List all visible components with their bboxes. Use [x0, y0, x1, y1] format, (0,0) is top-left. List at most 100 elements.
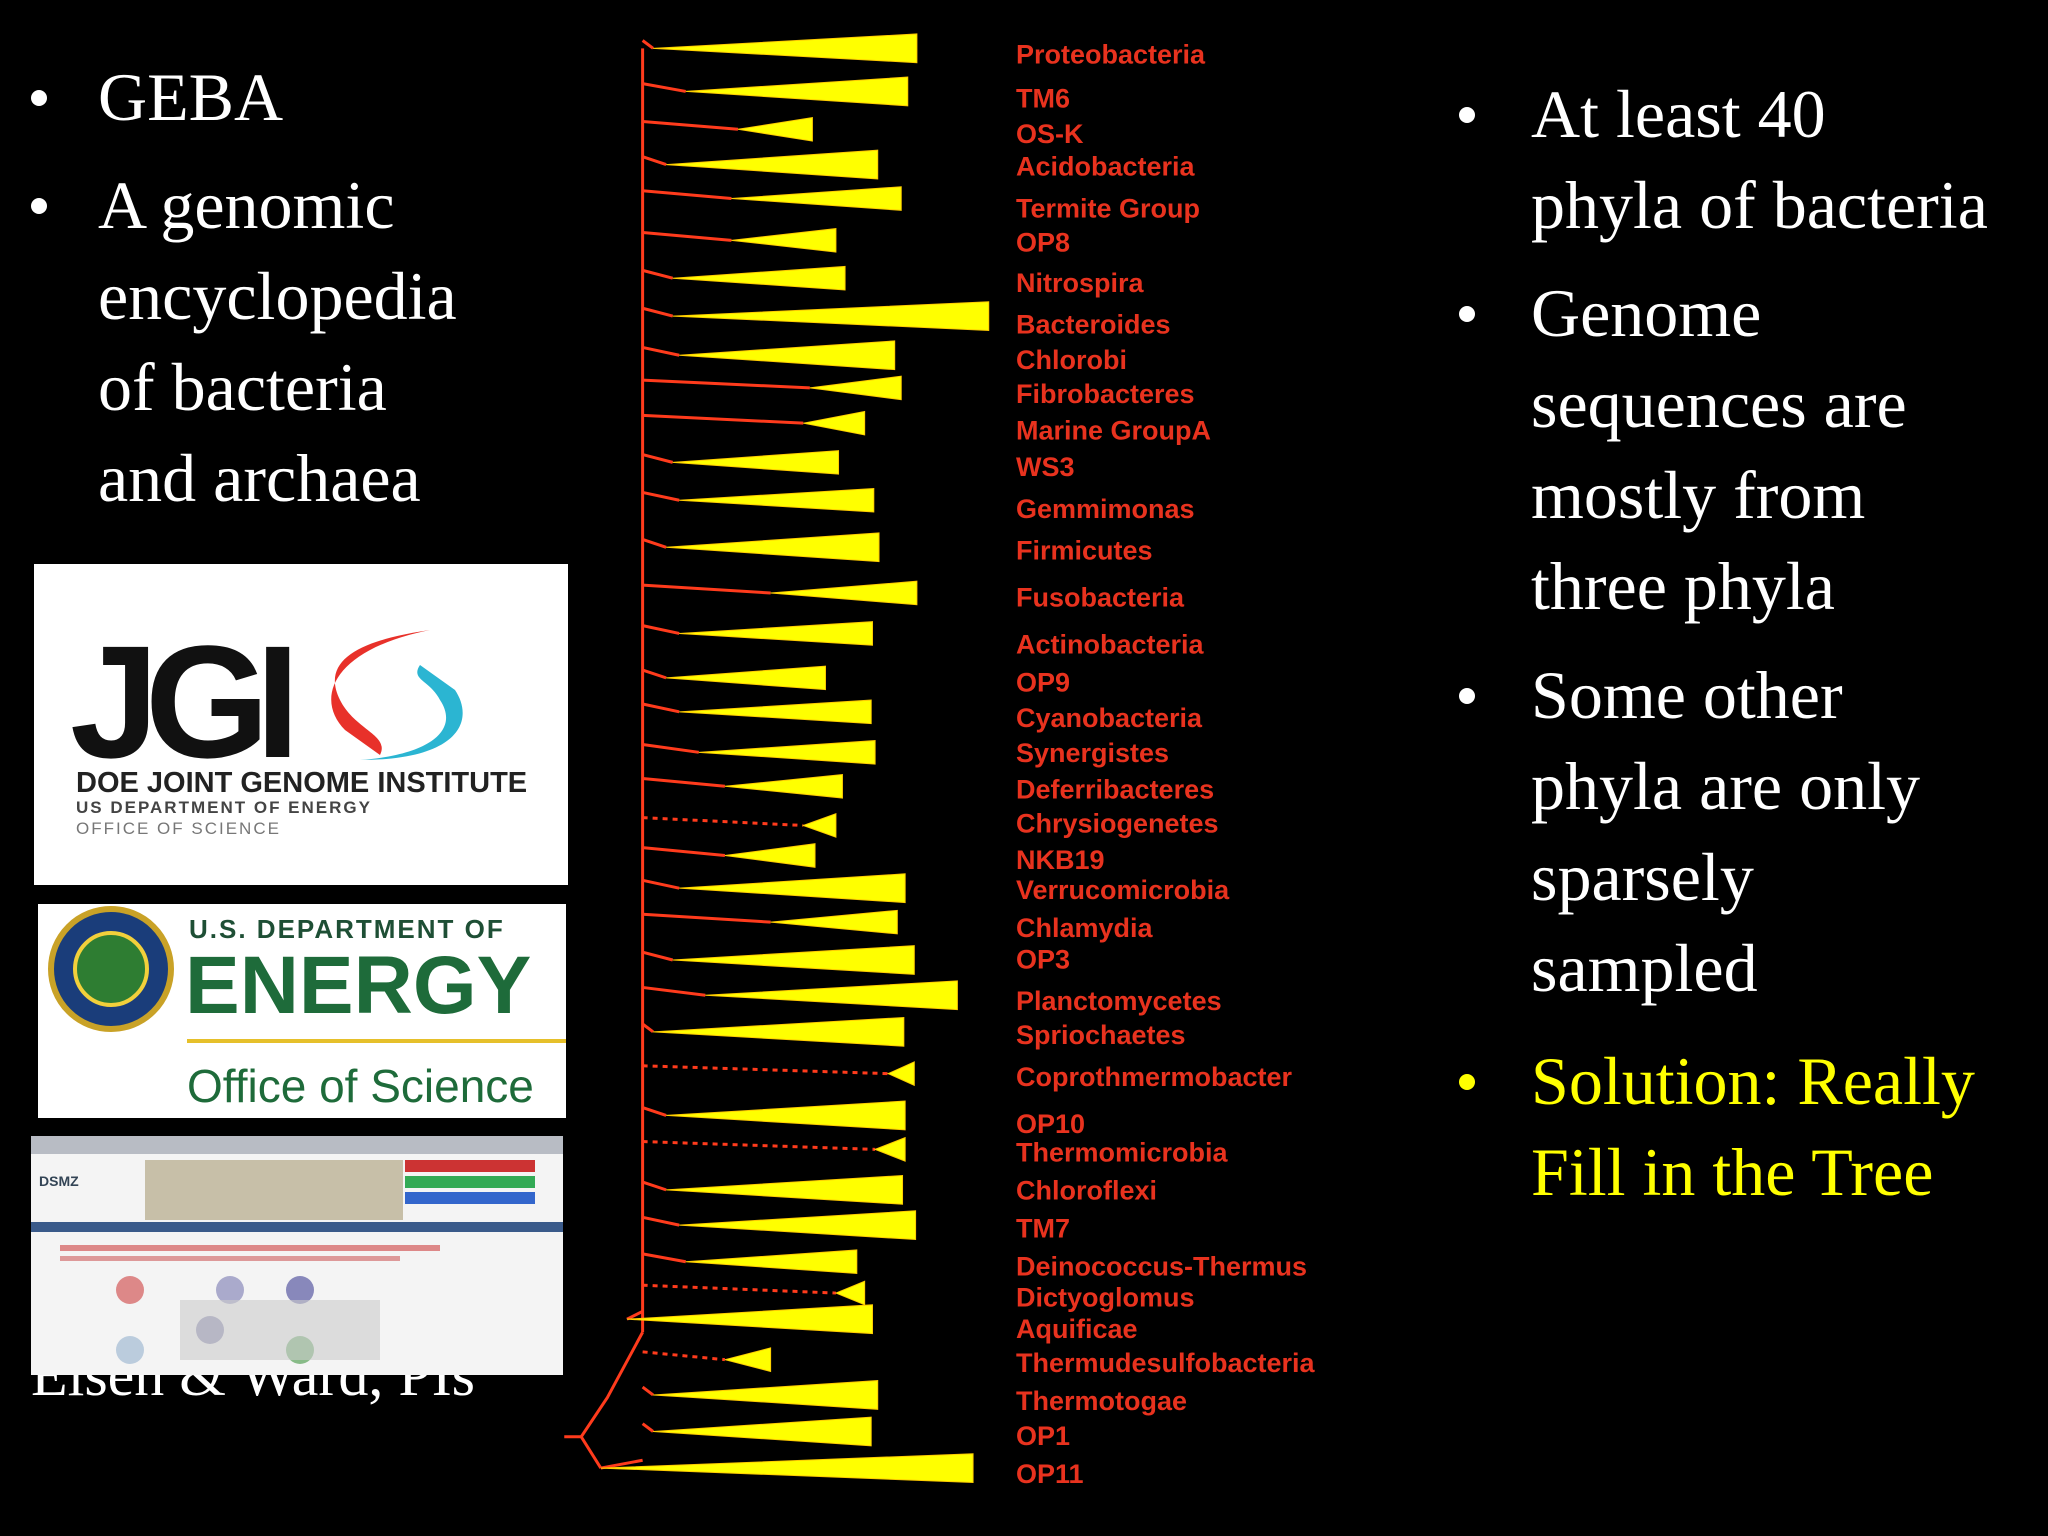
tree-branch: [642, 189, 732, 201]
bar: [405, 1176, 535, 1188]
tree-branch: [642, 743, 699, 754]
phylum-label: WS3: [1016, 452, 1075, 482]
tree-branch: [642, 345, 680, 357]
clade-wedge: [672, 301, 990, 331]
tree-branch: [642, 776, 726, 788]
clade-wedge: [698, 740, 876, 765]
banner: [145, 1160, 403, 1220]
tree-branch: [642, 268, 674, 280]
nav: [31, 1222, 563, 1232]
tree-root: [564, 1331, 644, 1469]
tree-branch: [642, 453, 674, 464]
heading: [60, 1256, 400, 1261]
clade-wedge: [672, 450, 840, 475]
phylum-label: TM6: [1016, 84, 1070, 114]
right-bullet-line: Solution: Really: [1531, 1043, 1975, 1119]
clade-wedge: [679, 487, 875, 513]
phylum-label: OP8: [1016, 227, 1070, 257]
phylum-label: Thermotogae: [1016, 1386, 1187, 1416]
heading: [60, 1245, 440, 1251]
phylum-label: Fibrobacteres: [1016, 379, 1195, 409]
tree-branch: [642, 878, 680, 890]
right-bullet-line: phyla of bacteria: [1531, 167, 1988, 243]
phylum-label: Planctomycetes: [1016, 986, 1222, 1016]
dsmz-mark: DSMZ: [39, 1173, 79, 1189]
clade-wedge: [679, 1210, 917, 1241]
left-bullet-line: and archaea: [98, 440, 421, 516]
tree-branch: [642, 816, 804, 827]
right-bullet-line: phyla are only: [1531, 748, 1920, 824]
phylum-label: Marine GroupA: [1016, 415, 1211, 445]
clade-wedge: [731, 186, 902, 211]
toolbar: [31, 1136, 563, 1154]
clade-wedge: [679, 699, 872, 725]
clade-wedge: [653, 1380, 879, 1410]
left-bullet-line: A genomic: [98, 167, 395, 243]
tree-branch: [642, 378, 810, 390]
doe-bottom: Office of Science: [187, 1060, 534, 1112]
clade-wedge: [834, 1280, 866, 1306]
left-bullet-line: of bacteria: [98, 349, 387, 425]
tree-branch: [642, 1140, 876, 1151]
tree-branch: [642, 306, 674, 318]
tree-branch: [600, 1458, 643, 1470]
clade-wedge: [724, 773, 843, 799]
tree-branch: [641, 39, 654, 50]
jgi-line3: OFFICE OF SCIENCE: [76, 819, 281, 838]
phylum-label: OP10: [1016, 1109, 1085, 1139]
left-bullet-line: encyclopedia: [98, 258, 457, 334]
dsmz-screenshot: DSMZ: [31, 1136, 563, 1375]
clade-wedge: [666, 1100, 906, 1131]
phylum-label: Chloroflexi: [1016, 1176, 1157, 1206]
phylum-label: Chlorobi: [1016, 345, 1127, 375]
phylum-label: Bacteroides: [1016, 310, 1171, 340]
clade-wedge: [679, 340, 896, 371]
bullet: [31, 90, 47, 106]
clade-wedge: [672, 265, 846, 291]
phylum-label: TM7: [1016, 1213, 1070, 1243]
tree-branch: [642, 846, 726, 858]
right-bullet-line: mostly from: [1531, 457, 1865, 533]
phylum-label: Cyanobacteria: [1016, 703, 1203, 733]
tree-branch: [642, 1064, 889, 1076]
phylum-label: Thermudesulfobacteria: [1016, 1348, 1316, 1378]
phylum-label: OP1: [1016, 1421, 1070, 1451]
clade-wedge: [770, 580, 918, 606]
bar: [405, 1192, 535, 1204]
phylum-label: Chlamydia: [1016, 913, 1154, 943]
phylum-label: Thermomicrobia: [1016, 1138, 1229, 1168]
jgi-name: DOE JOINT GENOME INSTITUTE: [76, 767, 527, 799]
phylum-label: OP11: [1016, 1459, 1084, 1489]
tree-branch: [641, 1422, 654, 1433]
tree-branch: [642, 583, 771, 595]
phylum-label: Chrysiogenetes: [1016, 809, 1219, 839]
icon: [116, 1336, 144, 1364]
phylum-label: Synergistes: [1016, 738, 1169, 768]
clade-wedge: [600, 1453, 974, 1483]
tree-branch: [642, 1283, 836, 1295]
clade-wedge: [679, 873, 906, 904]
right-bullet-line: At least 40: [1531, 76, 1826, 152]
bullet: [31, 198, 47, 214]
phylum-label: Nitrospira: [1016, 268, 1145, 298]
logo-box: [34, 564, 568, 885]
swoosh-red: [331, 630, 430, 755]
phylum-label: Fusobacteria: [1016, 583, 1185, 613]
jgi-logo: JGI DOE JOINT GENOME INSTITUTE US DEPART…: [34, 564, 568, 885]
bullet: [1459, 107, 1475, 123]
clade-wedge: [873, 1136, 906, 1162]
clade-wedge: [801, 813, 837, 838]
phylum-label: OP9: [1016, 668, 1070, 698]
tree-branch: [642, 413, 804, 425]
tree-branch: [642, 950, 674, 962]
right-bullet-line: sparsely: [1531, 839, 1754, 915]
phylum-label: Dictyoglomus: [1016, 1283, 1195, 1313]
doe-top: U.S. DEPARTMENT OF: [189, 914, 505, 944]
bullet: [1459, 1074, 1475, 1090]
tree-branch: [642, 912, 771, 924]
phylum-label: Acidobacteria: [1016, 152, 1196, 182]
phylum-label: Proteobacteria: [1016, 39, 1206, 69]
phylum-label: Deinococcus-Thermus: [1016, 1251, 1307, 1281]
